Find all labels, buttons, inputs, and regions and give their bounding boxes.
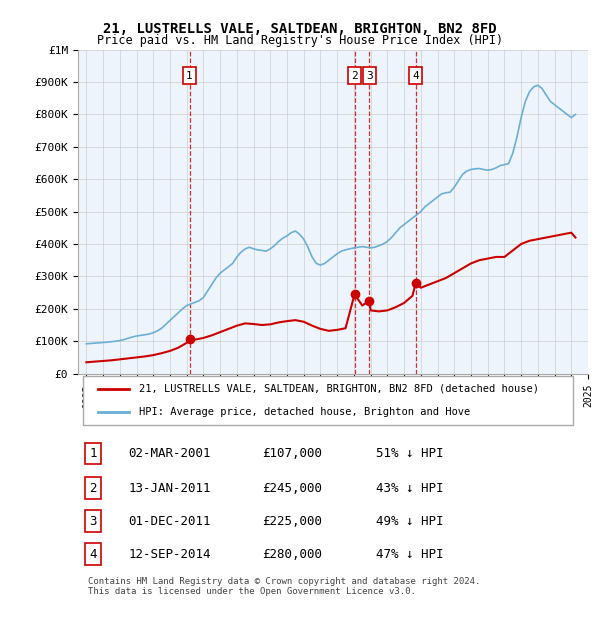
Text: £225,000: £225,000 bbox=[262, 515, 322, 528]
Text: 43% ↓ HPI: 43% ↓ HPI bbox=[376, 482, 443, 495]
Text: HPI: Average price, detached house, Brighton and Hove: HPI: Average price, detached house, Brig… bbox=[139, 407, 470, 417]
Text: 51% ↓ HPI: 51% ↓ HPI bbox=[376, 447, 443, 460]
Text: 49% ↓ HPI: 49% ↓ HPI bbox=[376, 515, 443, 528]
Text: 4: 4 bbox=[412, 71, 419, 81]
Text: 2: 2 bbox=[351, 71, 358, 81]
Text: 4: 4 bbox=[89, 548, 97, 561]
Text: 1: 1 bbox=[89, 447, 97, 460]
Text: 3: 3 bbox=[366, 71, 373, 81]
FancyBboxPatch shape bbox=[83, 376, 573, 425]
Text: 2: 2 bbox=[89, 482, 97, 495]
Text: £107,000: £107,000 bbox=[262, 447, 322, 460]
Text: 3: 3 bbox=[89, 515, 97, 528]
Text: 13-JAN-2011: 13-JAN-2011 bbox=[128, 482, 211, 495]
Text: 21, LUSTRELLS VALE, SALTDEAN, BRIGHTON, BN2 8FD: 21, LUSTRELLS VALE, SALTDEAN, BRIGHTON, … bbox=[103, 22, 497, 36]
Text: 1: 1 bbox=[186, 71, 193, 81]
Text: £280,000: £280,000 bbox=[262, 548, 322, 561]
Text: 01-DEC-2011: 01-DEC-2011 bbox=[128, 515, 211, 528]
Text: Contains HM Land Registry data © Crown copyright and database right 2024.
This d: Contains HM Land Registry data © Crown c… bbox=[88, 577, 481, 596]
Text: 02-MAR-2001: 02-MAR-2001 bbox=[128, 447, 211, 460]
Text: 21, LUSTRELLS VALE, SALTDEAN, BRIGHTON, BN2 8FD (detached house): 21, LUSTRELLS VALE, SALTDEAN, BRIGHTON, … bbox=[139, 384, 539, 394]
Text: 12-SEP-2014: 12-SEP-2014 bbox=[128, 548, 211, 561]
Text: Price paid vs. HM Land Registry's House Price Index (HPI): Price paid vs. HM Land Registry's House … bbox=[97, 34, 503, 47]
Text: £245,000: £245,000 bbox=[262, 482, 322, 495]
Text: 47% ↓ HPI: 47% ↓ HPI bbox=[376, 548, 443, 561]
